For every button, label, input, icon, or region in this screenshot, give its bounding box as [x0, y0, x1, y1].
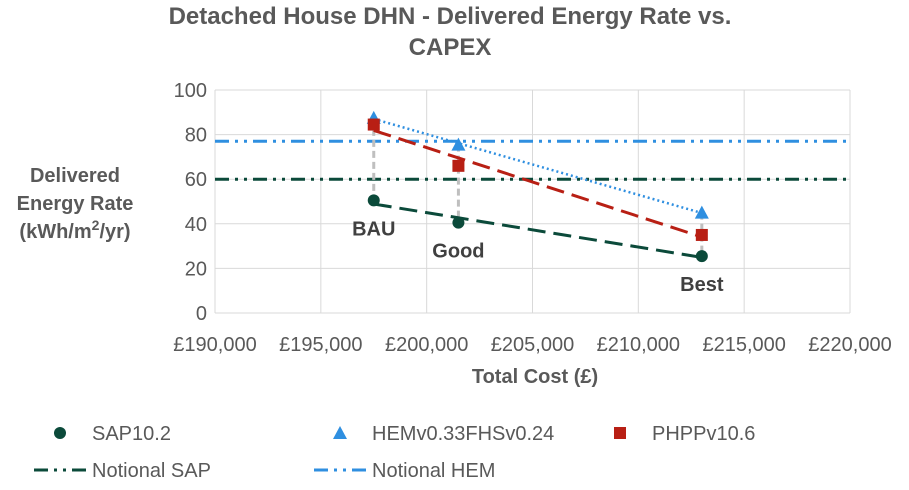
plot-area: 0 20 40 60 80 100 £190,000 £195,000 £200,000 £205… — [173, 80, 891, 356]
legend-label: Notional SAP — [92, 460, 211, 482]
x-tick-label: £220,000 — [808, 334, 891, 356]
data-point — [452, 159, 465, 172]
chart-title-line-1: Detached House DHN - Delivered Energy Ra… — [169, 3, 732, 30]
legend-label: HEMv0.33FHSv0.24 — [372, 423, 554, 445]
data-point — [695, 228, 708, 241]
y-tick-label: 20 — [185, 258, 207, 280]
data-point — [695, 250, 708, 263]
y-axis-label-line-2: Energy Rate — [17, 193, 134, 215]
x-axis-label: Total Cost (£) — [472, 366, 598, 388]
x-tick-label: £195,000 — [279, 334, 362, 356]
legend-label: Notional HEM — [372, 460, 495, 482]
legend-marker — [54, 427, 66, 439]
y-axis-label-line-3: (kWh/m2/yr) — [19, 217, 130, 243]
y-tick-label: 100 — [174, 80, 207, 102]
x-tick-label: £215,000 — [702, 334, 785, 356]
legend-marker — [333, 426, 347, 439]
y-tick-label: 60 — [185, 169, 207, 191]
x-tick-label: £205,000 — [491, 334, 574, 356]
x-tick-label: £200,000 — [385, 334, 468, 356]
trendline — [373, 128, 703, 239]
legend-marker — [614, 427, 626, 439]
y-tick-label: 0 — [196, 303, 207, 325]
x-tick-label: £210,000 — [597, 334, 680, 356]
legend-label: SAP10.2 — [92, 423, 171, 445]
trendline — [373, 117, 703, 215]
y-tick-label: 40 — [185, 214, 207, 236]
y-tick-label: 80 — [185, 125, 207, 147]
annotation-label: Good — [432, 241, 484, 263]
x-tick-label: £190,000 — [173, 334, 256, 356]
data-point — [451, 137, 466, 151]
annotation-label: BAU — [352, 218, 395, 240]
data-point — [694, 205, 709, 219]
data-point — [367, 118, 380, 131]
data-point — [367, 194, 380, 207]
annotation-label: Best — [680, 274, 724, 296]
y-axis-label-line-1: Delivered — [30, 165, 120, 187]
legend: SAP10.2 HEMv0.33FHSv0.24 PHPPv10.6 Notional… — [34, 423, 755, 482]
legend-label: PHPPv10.6 — [652, 423, 755, 445]
trendline — [373, 202, 703, 259]
chart-title-line-2: CAPEX — [409, 34, 492, 61]
y-axis-label: Delivered Energy Rate (kWh/m2/yr) — [17, 165, 134, 243]
data-point — [452, 216, 465, 229]
